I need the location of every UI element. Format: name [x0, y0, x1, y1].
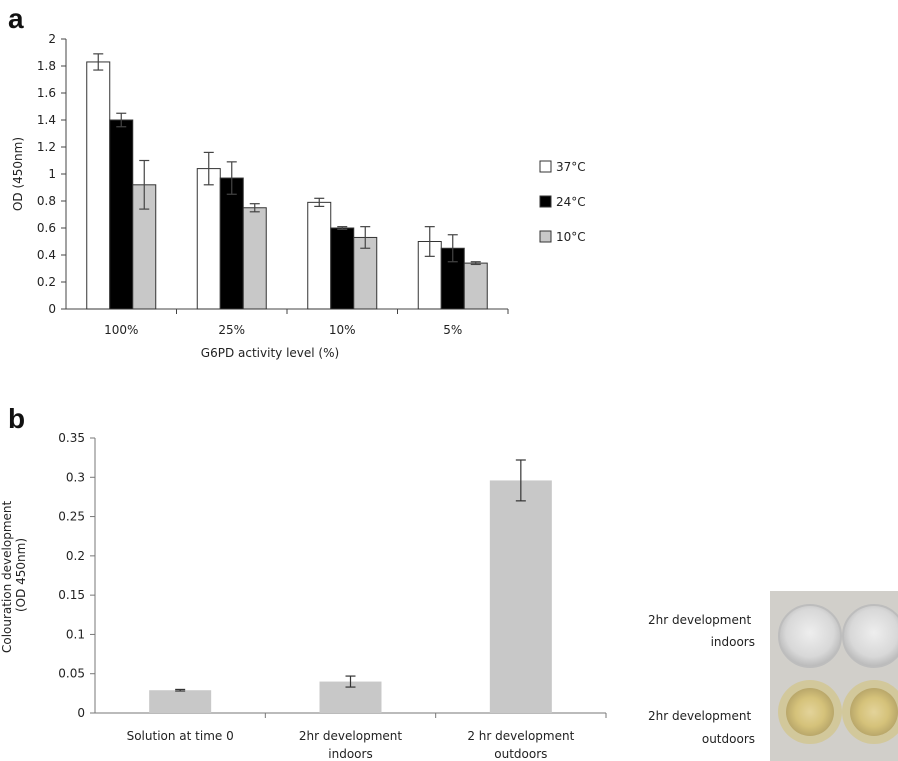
- chart-a: 0 0.2 0.4 0.6 0.8 1 1.2 1.4 1.6 1.8 2 100% 25% 10% 5%…: [11, 32, 586, 360]
- well-outdoors-right: [850, 688, 898, 736]
- chart-a-error-bar-100-24-c: [116, 112, 127, 128]
- chart-a-legend-label-10-c: 10°C: [556, 230, 586, 244]
- chart-b-y-tick-label: 0.35: [58, 431, 85, 445]
- chart-b-y-tick-label: 0.15: [58, 588, 85, 602]
- chart-a-x-tick-label-5: 5%: [443, 323, 462, 337]
- chart-b-x-tick-label-0: Solution at time 0: [127, 729, 234, 743]
- chart-a-bar-100-24-c: [109, 119, 134, 310]
- chart-a-bars: [86, 53, 488, 310]
- chart-b-x-tick-label-1-line-2: indoors: [328, 747, 372, 761]
- chart-b-error-bar-1: [345, 675, 356, 688]
- chart-a-y-tick-label: 0: [48, 302, 56, 316]
- chart-b-x-tick-label-2-line-1: 2 hr development: [467, 729, 574, 743]
- chart-a-y-tick-label: 1.8: [37, 59, 56, 73]
- chart-a-error-bar-25-24-c: [226, 161, 237, 195]
- chart-a-legend-swatch-24-c: [539, 195, 552, 208]
- chart-b-x-tick-label-2-line-2: outdoors: [494, 747, 547, 761]
- chart-a-x-tick-label-10: 10%: [329, 323, 356, 337]
- chart-a-legend: 37°C 24°C 10°C: [539, 160, 586, 244]
- chart-a-error-bar-100-37-c: [93, 53, 104, 71]
- chart-a-bar-25-37-c: [196, 168, 221, 310]
- chart-b-y-tick-label: 0.05: [58, 667, 85, 681]
- chart-a-error-bar-100-10-c: [139, 159, 150, 210]
- chart-b-y-axis-title-line-2: (OD 450nm): [14, 538, 28, 612]
- chart-a-error-bar-10-24-c: [337, 226, 348, 230]
- chart-b-y-tick-label: 0.1: [66, 627, 85, 641]
- chart-b-bar-0: [149, 690, 212, 713]
- chart-b-x-tick-label-0-line-1: Solution at time 0: [127, 729, 234, 743]
- chart-a-y-tick-label: 1: [48, 167, 56, 181]
- chart-a-bar-100-37-c: [86, 61, 111, 310]
- panel-label-a: a: [8, 3, 24, 34]
- chart-a-y-tick-label: 1.6: [37, 86, 56, 100]
- chart-a-x-tick-label-100: 100%: [104, 323, 138, 337]
- chart-b-x-tick-label-2: 2 hr development outdoors: [467, 729, 574, 761]
- chart-a-legend-swatch-37-c: [539, 160, 552, 173]
- chart-a-x-tick-label-25: 25%: [218, 323, 245, 337]
- chart-a-error-bar-10-37-c: [314, 197, 325, 207]
- chart-a-y-tick-label: 0.2: [37, 275, 56, 289]
- chart-b-bars: [149, 459, 552, 713]
- chart-a-y-tick-label: 0.8: [37, 194, 56, 208]
- chart-b-y-ticks: 0 0.05 0.1 0.15 0.2 0.25 0.3 0.35: [58, 431, 95, 720]
- chart-a-legend-item-10-c: 10°C: [539, 230, 586, 244]
- chart-a-error-bar-5-37-c: [424, 226, 435, 257]
- chart-b-y-axis-title: Colouration development (OD 450nm): [0, 497, 28, 653]
- chart-a-x-axis-title: G6PD activity level (%): [201, 346, 339, 360]
- well-indoors-left: [778, 604, 842, 668]
- chart-a-y-axis-title: OD (450nm): [11, 137, 25, 211]
- chart-b-x-tick-labels: Solution at time 0 2hr development indoors…: [127, 713, 607, 761]
- chart-a-error-bar-5-24-c: [447, 234, 458, 263]
- chart-a-bar-10-24-c: [330, 227, 355, 310]
- chart-a-legend-item-37-c: 37°C: [539, 160, 586, 174]
- chart-a-legend-label-24-c: 24°C: [556, 195, 586, 209]
- photo-label-outdoors-line-2: outdoors: [702, 732, 755, 746]
- well-plate-photo: 2hr development indoors 2hr development …: [648, 591, 898, 761]
- chart-a-y-tick-label: 0.4: [37, 248, 56, 262]
- chart-a-error-bar-25-10-c: [249, 203, 260, 213]
- chart-a-y-tick-label: 0.6: [37, 221, 56, 235]
- chart-a-bar-10-37-c: [307, 201, 332, 310]
- photo-label-indoors-line-2: indoors: [711, 635, 755, 649]
- chart-b-y-tick-label: 0.25: [58, 510, 85, 524]
- chart-a-y-tick-label: 1.2: [37, 140, 56, 154]
- chart-b-y-axis-title-line-1: Colouration development: [0, 500, 14, 653]
- photo-label-indoors-line-1: 2hr development: [648, 613, 751, 627]
- chart-b-bar-2: [489, 480, 552, 713]
- chart-b-error-bar-0: [175, 688, 186, 692]
- chart-a-bar-25-24-c: [219, 177, 244, 310]
- chart-a-y-ticks: 0 0.2 0.4 0.6 0.8 1 1.2 1.4 1.6 1.8 2: [37, 32, 66, 316]
- chart-b-x-tick-label-1: 2hr development indoors: [299, 729, 402, 761]
- chart-a-x-tick-labels: 100% 25% 10% 5%: [104, 309, 509, 337]
- chart-a-error-bar-25-37-c: [203, 151, 214, 186]
- chart-b-y-tick-label: 0: [77, 706, 85, 720]
- chart-a-legend-item-24-c: 24°C: [539, 195, 586, 209]
- chart-a-bar-25-10-c: [242, 207, 267, 310]
- chart-a-error-bar-10-10-c: [360, 226, 371, 249]
- chart-a-bar-5-10-c: [463, 262, 488, 310]
- well-outdoors-left: [786, 688, 834, 736]
- photo-label-indoors: 2hr development indoors: [648, 613, 755, 649]
- chart-b-y-tick-label: 0.3: [66, 470, 85, 484]
- chart-a-y-tick-label: 2: [48, 32, 56, 46]
- photo-label-outdoors: 2hr development outdoors: [648, 709, 755, 746]
- chart-b-error-bar-2: [515, 459, 526, 502]
- chart-a-legend-label-37-c: 37°C: [556, 160, 586, 174]
- chart-b-x-tick-label-1-line-1: 2hr development: [299, 729, 402, 743]
- chart-b: 0 0.05 0.1 0.15 0.2 0.25 0.3 0.35 Solution at t…: [0, 431, 607, 761]
- photo-label-outdoors-line-1: 2hr development: [648, 709, 751, 723]
- chart-a-legend-swatch-10-c: [539, 230, 552, 243]
- well-indoors-right: [842, 604, 898, 668]
- chart-a-error-bar-5-10-c: [470, 261, 481, 266]
- chart-a-y-tick-label: 1.4: [37, 113, 56, 127]
- chart-b-y-tick-label: 0.2: [66, 549, 85, 563]
- panel-label-b: b: [8, 403, 25, 434]
